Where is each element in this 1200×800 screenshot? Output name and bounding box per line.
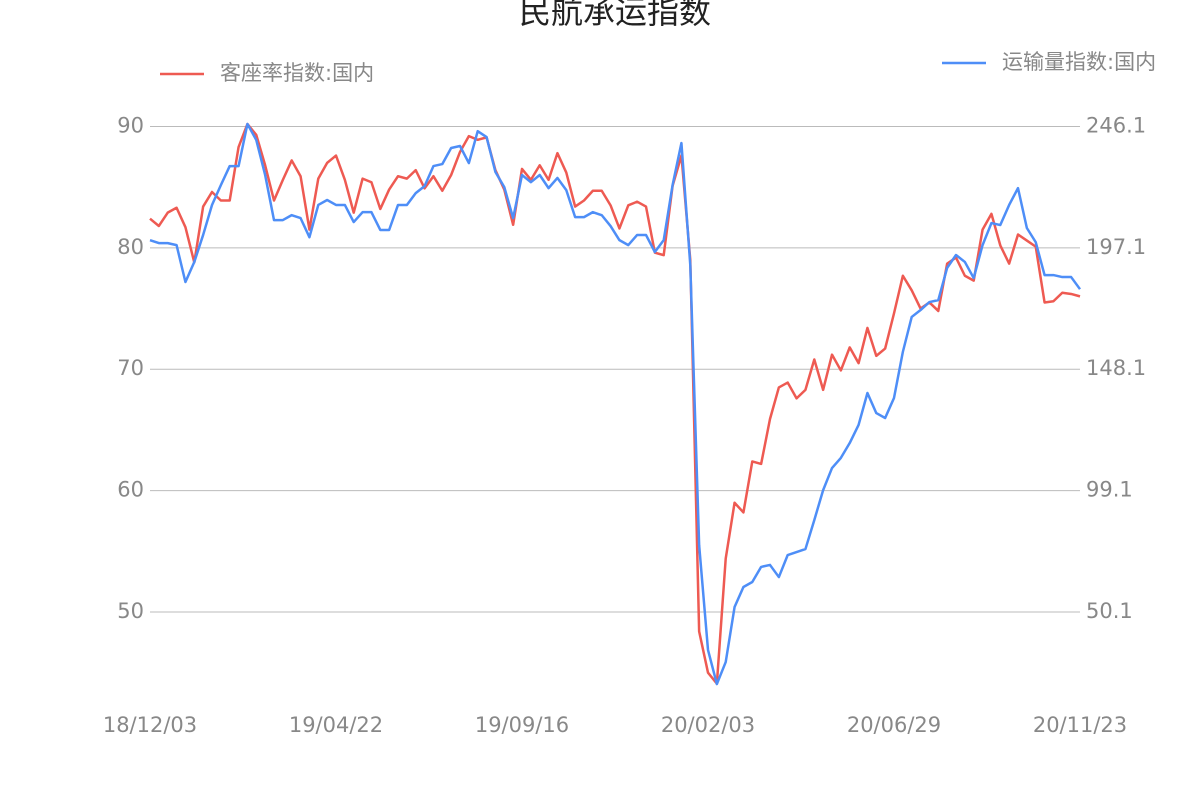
series-line bbox=[149, 122, 1081, 685]
y2-tick-label: 197.1 bbox=[1086, 235, 1146, 259]
x-tick-label: 19/04/22 bbox=[289, 713, 383, 737]
x-tick-label: 18/12/03 bbox=[103, 713, 197, 737]
legend-label: 运输量指数:国内 bbox=[1002, 50, 1156, 74]
y2-tick-label: 148.1 bbox=[1086, 356, 1146, 380]
y-tick-label: 60 bbox=[117, 478, 144, 502]
y-tick-label: 50 bbox=[117, 599, 144, 623]
series-line bbox=[149, 122, 1082, 686]
x-tick-label: 20/11/23 bbox=[1033, 713, 1127, 737]
y-tick-label: 80 bbox=[117, 235, 144, 259]
legend-label: 客座率指数:国内 bbox=[220, 61, 374, 85]
y-tick-label: 70 bbox=[117, 356, 144, 380]
x-tick-label: 20/02/03 bbox=[661, 713, 755, 737]
chart-title: 民航承运指数 bbox=[519, 0, 711, 31]
y2-tick-label: 50.1 bbox=[1086, 599, 1133, 623]
x-tick-label: 19/09/16 bbox=[475, 713, 569, 737]
y-tick-label: 90 bbox=[117, 113, 144, 137]
x-tick-label: 20/06/29 bbox=[847, 713, 941, 737]
y2-tick-label: 99.1 bbox=[1086, 478, 1133, 502]
y2-tick-label: 246.1 bbox=[1086, 113, 1146, 137]
